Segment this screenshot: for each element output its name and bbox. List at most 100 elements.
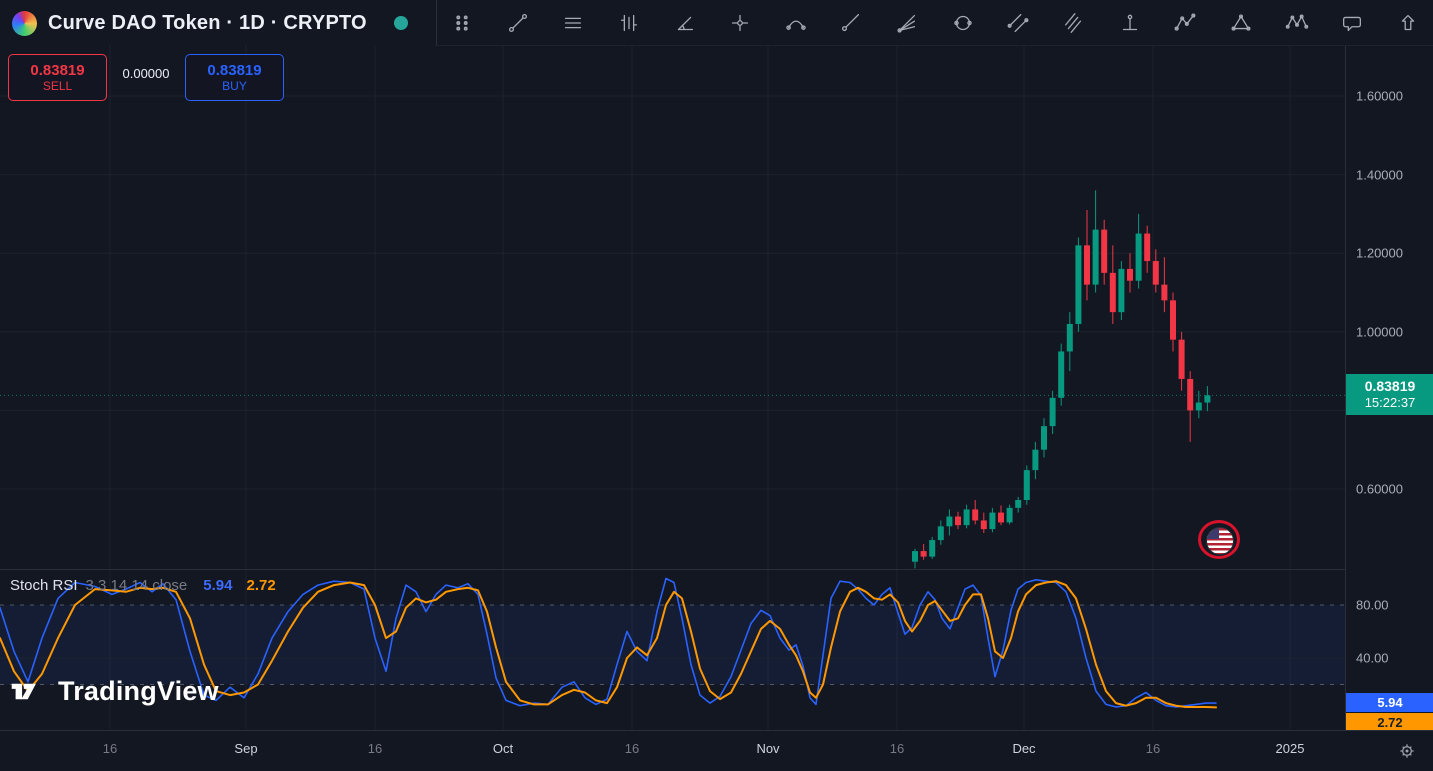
candle bbox=[1187, 371, 1194, 442]
symbol-title[interactable]: Curve DAO Token · 1D · CRYPTO bbox=[48, 11, 367, 34]
drag-handle-icon bbox=[456, 14, 468, 31]
tool-pitchfork-button[interactable] bbox=[1059, 8, 1089, 38]
pane-divider[interactable] bbox=[0, 569, 1345, 570]
tool-xabcd-pattern-button[interactable] bbox=[1282, 8, 1312, 38]
stoch-rsi-band bbox=[0, 605, 1345, 685]
tool-ray-button[interactable] bbox=[836, 8, 866, 38]
text-bubble-icon bbox=[1343, 16, 1362, 31]
time-axis-label: 16 bbox=[1145, 741, 1161, 756]
spread-value: 0.00000 bbox=[122, 66, 170, 81]
candle bbox=[1049, 390, 1056, 434]
candle bbox=[920, 544, 927, 560]
tool-polyline-button[interactable] bbox=[1170, 8, 1200, 38]
candle bbox=[1101, 219, 1108, 285]
price-axis-label: 0.60000 bbox=[1356, 481, 1403, 497]
candle bbox=[1204, 386, 1211, 412]
price-axis-label: 1.00000 bbox=[1356, 324, 1403, 340]
tool-horizontal-lines-button[interactable] bbox=[558, 8, 588, 38]
time-axis[interactable]: 16 Sep 16 Oct 16 Nov 16 Dec 16 2025 bbox=[0, 730, 1433, 771]
sell-price: 0.83819 bbox=[30, 61, 85, 79]
tool-drag-handle-button[interactable] bbox=[447, 8, 477, 38]
parallel-channel-icon bbox=[1008, 13, 1029, 32]
indicator-name[interactable]: Stoch RSI bbox=[10, 577, 78, 594]
time-axis-label: 16 bbox=[102, 741, 118, 756]
pitchfork-icon bbox=[1065, 12, 1082, 33]
candle bbox=[972, 500, 979, 525]
candle bbox=[1127, 253, 1133, 293]
candle bbox=[1170, 292, 1176, 352]
candle bbox=[989, 507, 996, 533]
time-axis-label: Oct bbox=[492, 741, 514, 756]
candle bbox=[1144, 225, 1151, 273]
rsi-axis-label: 80.00 bbox=[1356, 597, 1389, 613]
candle bbox=[998, 505, 1004, 526]
candles bbox=[912, 190, 1211, 569]
time-axis-label: Nov bbox=[756, 741, 780, 756]
candle bbox=[1195, 390, 1202, 419]
tradingview-logo-icon bbox=[11, 683, 36, 700]
price-axis-label: 1.20000 bbox=[1356, 245, 1403, 261]
time-axis-gear-button[interactable] bbox=[1395, 739, 1419, 763]
tool-text-bubble-button[interactable] bbox=[1337, 8, 1367, 38]
buy-button[interactable]: 0.83819 BUY bbox=[185, 54, 284, 101]
buy-label: BUY bbox=[222, 78, 247, 93]
tool-fan-lines-button[interactable] bbox=[892, 8, 922, 38]
candle bbox=[1041, 418, 1047, 458]
gear-icon bbox=[1400, 744, 1414, 758]
candle bbox=[946, 509, 953, 536]
stoch-rsi-chart[interactable] bbox=[0, 570, 1345, 730]
bar-countdown: 15:22:37 bbox=[1364, 395, 1416, 411]
candle bbox=[1109, 245, 1116, 324]
candle bbox=[955, 511, 961, 530]
polyline-icon bbox=[1174, 13, 1196, 31]
us-flag-event-marker[interactable] bbox=[1198, 520, 1240, 559]
stoch-rsi-k-line bbox=[0, 577, 1217, 708]
main-gridlines bbox=[0, 45, 1345, 570]
curve-icon bbox=[786, 20, 806, 30]
trend-line-icon bbox=[508, 13, 527, 32]
tool-parallel-channel-button[interactable] bbox=[1003, 8, 1033, 38]
triangle-pattern-icon bbox=[1231, 13, 1251, 31]
candle bbox=[1066, 312, 1073, 372]
red-annotation-ring bbox=[1198, 520, 1240, 559]
arrow-up-icon bbox=[1401, 14, 1415, 30]
candle bbox=[963, 504, 970, 529]
indicator-k-value: 5.94 bbox=[203, 577, 233, 594]
tool-bars-pattern-button[interactable] bbox=[614, 8, 644, 38]
tool-curve-button[interactable] bbox=[781, 8, 811, 38]
candle bbox=[1161, 257, 1168, 313]
tool-triangle-pattern-button[interactable] bbox=[1226, 8, 1256, 38]
candle bbox=[1135, 213, 1142, 289]
tool-arrow-up-button[interactable] bbox=[1393, 8, 1423, 38]
time-axis-label: 16 bbox=[889, 741, 905, 756]
symbol-header: Curve DAO Token · 1D · CRYPTO bbox=[0, 0, 408, 46]
tool-trend-line-button[interactable] bbox=[503, 8, 533, 38]
tradingview-watermark[interactable]: TradingView bbox=[10, 676, 219, 707]
sell-button[interactable]: 0.83819 SELL bbox=[8, 54, 107, 101]
candle bbox=[1152, 249, 1159, 293]
price-axis-label: 1.40000 bbox=[1356, 167, 1403, 183]
tool-circle-button[interactable] bbox=[948, 8, 978, 38]
tool-trend-angle-button[interactable] bbox=[670, 8, 700, 38]
stoch-k-badge: 5.94 bbox=[1346, 693, 1433, 713]
candle bbox=[929, 536, 936, 559]
candle bbox=[1058, 343, 1065, 406]
current-price-value: 0.83819 bbox=[1364, 378, 1416, 395]
candlestick-chart[interactable] bbox=[0, 45, 1345, 570]
price-axis[interactable]: 0.83819 15:22:37 5.94 2.72 1.60000 1.4000… bbox=[1345, 45, 1433, 733]
candle bbox=[1023, 465, 1030, 505]
drawing-toolbar bbox=[436, 0, 1433, 46]
stoch-rsi-d-line bbox=[0, 580, 1217, 709]
tool-anchor-button[interactable] bbox=[1115, 8, 1145, 38]
price-axis-label: 1.60000 bbox=[1356, 88, 1403, 104]
candle bbox=[1084, 209, 1090, 301]
tool-cross-line-button[interactable] bbox=[725, 8, 755, 38]
horizontal-lines-icon bbox=[565, 17, 582, 28]
candle bbox=[1032, 441, 1039, 480]
candle bbox=[980, 512, 987, 534]
indicator-d-value: 2.72 bbox=[246, 577, 276, 594]
cross-line-icon bbox=[732, 14, 749, 31]
fan-lines-icon bbox=[897, 14, 916, 33]
trade-panel: 0.83819 SELL 0.00000 0.83819 BUY bbox=[8, 54, 284, 101]
